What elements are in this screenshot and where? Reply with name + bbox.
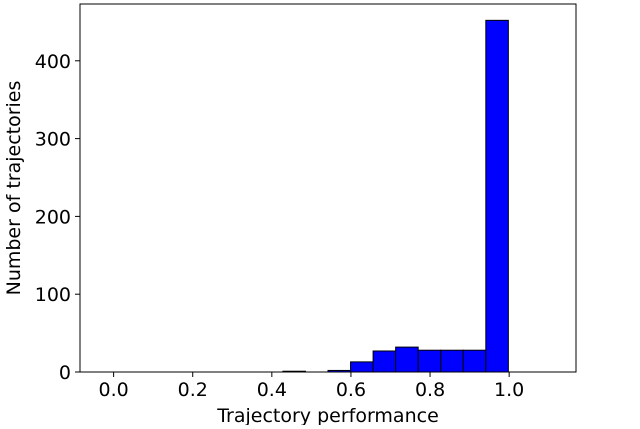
bar: [440, 349, 464, 373]
x-tick-label: 1.0: [494, 379, 524, 401]
bar: [372, 350, 397, 373]
x-tick-label: 0.2: [178, 379, 208, 401]
y-tick-label: 400: [35, 51, 71, 73]
y-tick-label: 0: [59, 362, 71, 384]
x-tick-label: 0.4: [257, 379, 287, 401]
x-axis-label: Trajectory performance: [216, 405, 439, 425]
x-tick-label: 0.8: [415, 379, 445, 401]
bar: [395, 346, 419, 373]
plot-frame: [79, 3, 577, 373]
bar: [462, 349, 487, 373]
y-tick-label: 100: [35, 284, 71, 306]
bar: [485, 19, 509, 373]
bar: [350, 361, 374, 373]
y-tick-label: 300: [35, 129, 71, 151]
y-tick-label: 200: [35, 206, 71, 228]
y-axis-label: Number of trajectories: [3, 81, 25, 296]
x-tick-label: 0.0: [99, 379, 129, 401]
x-tick-label: 0.6: [336, 379, 366, 401]
bar: [417, 349, 442, 373]
